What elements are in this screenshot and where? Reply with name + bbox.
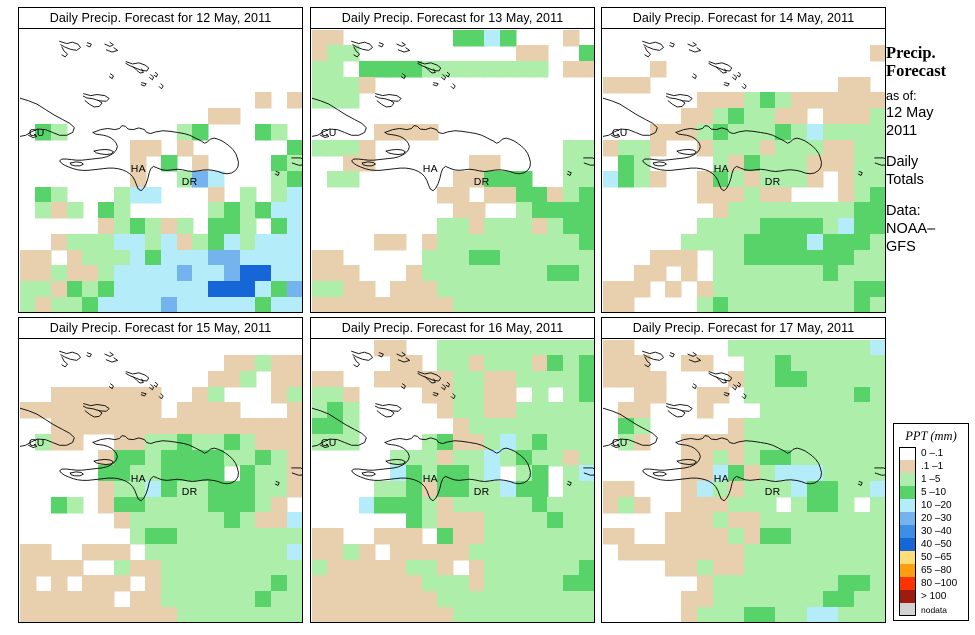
legend-row: 50 –65	[899, 551, 957, 564]
legend-swatch	[899, 603, 916, 616]
info-sidebar: Precip. Forecast as of: 12 May 2011 Dail…	[886, 44, 975, 256]
legend-swatch	[899, 499, 916, 512]
legend-row: 10 –20	[899, 499, 957, 512]
map-canvas-container: CU HA DR	[601, 28, 886, 313]
legend-row: 65 –80	[899, 564, 957, 577]
legend-swatch	[899, 564, 916, 577]
legend-label: 0 –.1	[921, 448, 944, 459]
totals-line2: Totals	[886, 172, 924, 188]
precip-heatmap-canvas	[312, 30, 594, 312]
info-title-line2: Forecast	[886, 60, 947, 80]
map-panel-title: Daily Precip. Forecast for 15 May, 2011	[18, 317, 303, 339]
legend-swatch	[899, 590, 916, 603]
as-of-date-line1: 12 May	[886, 105, 934, 121]
precip-heatmap-canvas	[20, 30, 302, 312]
legend-label: 1 –5	[921, 474, 941, 485]
map-canvas-container: CU HA DR	[310, 338, 595, 623]
precip-heatmap-canvas	[20, 340, 302, 622]
legend-swatch	[899, 538, 916, 551]
map-panel-title: Daily Precip. Forecast for 17 May, 2011	[601, 317, 886, 339]
legend-row: 20 –30	[899, 512, 957, 525]
legend-swatch	[899, 551, 916, 564]
info-spacer-2	[886, 189, 975, 202]
map-panel-title: Daily Precip. Forecast for 16 May, 2011	[310, 317, 595, 339]
info-spacer-1	[886, 140, 975, 153]
legend-row: 1 –5	[899, 473, 957, 486]
legend-row: 40 –50	[899, 538, 957, 551]
legend-swatch	[899, 512, 916, 525]
map-canvas-container: CU HA DR	[601, 338, 886, 623]
map-panel: Daily Precip. Forecast for 12 May, 2011 C…	[18, 7, 303, 314]
legend-swatch	[899, 525, 916, 538]
legend-label: > 100	[921, 591, 947, 602]
precip-heatmap-canvas	[603, 340, 885, 622]
legend-swatch	[899, 460, 916, 473]
legend-row: nodata	[899, 603, 957, 616]
map-panel: Daily Precip. Forecast for 15 May, 2011 C…	[18, 317, 303, 624]
legend-label: 65 –80	[921, 565, 952, 576]
legend-swatch	[899, 486, 916, 499]
legend-label: 5 –10	[921, 487, 947, 498]
map-canvas-container: CU HA DR	[18, 338, 303, 623]
info-title-line1: Precip.	[886, 43, 936, 62]
legend-label: 30 –40	[921, 526, 952, 537]
legend: PPT (mm) 0 –.1 .1 –1 1 –5 5 –10 10 –20 20 –30…	[893, 423, 969, 621]
legend-label: 10 –20	[921, 500, 952, 511]
map-panel: Daily Precip. Forecast for 14 May, 2011 C…	[601, 7, 886, 314]
legend-swatch	[899, 447, 916, 460]
map-panel-title: Daily Precip. Forecast for 12 May, 2011	[18, 7, 303, 29]
legend-row: 80 –100	[899, 577, 957, 590]
legend-label: 20 –30	[921, 513, 952, 524]
precip-heatmap-canvas	[312, 340, 594, 622]
legend-label: nodata	[921, 604, 947, 615]
as-of-label: as of:	[886, 89, 917, 103]
map-panel: Daily Precip. Forecast for 17 May, 2011 C…	[601, 317, 886, 624]
legend-row: .1 –1	[899, 460, 957, 473]
legend-swatch	[899, 473, 916, 486]
legend-items: 0 –.1 .1 –1 1 –5 5 –10 10 –20 20 –30 30 –40 40 …	[899, 447, 957, 616]
map-panel-title: Daily Precip. Forecast for 14 May, 2011	[601, 7, 886, 29]
legend-label: 40 –50	[921, 539, 952, 550]
map-canvas-container: CU HA DR	[18, 28, 303, 313]
precip-heatmap-canvas	[603, 30, 885, 312]
map-panel-title: Daily Precip. Forecast for 13 May, 2011	[310, 7, 595, 29]
as-of-date-line2: 2011	[886, 123, 918, 139]
data-source-line2: GFS	[886, 239, 916, 255]
legend-row: 0 –.1	[899, 447, 957, 460]
legend-row: 30 –40	[899, 525, 957, 538]
totals-line1: Daily	[886, 154, 919, 170]
info-title: Precip. Forecast	[886, 44, 975, 79]
legend-swatch	[899, 577, 916, 590]
legend-label: 80 –100	[921, 578, 958, 589]
legend-row: 5 –10	[899, 486, 957, 499]
map-panel: Daily Precip. Forecast for 16 May, 2011 C…	[310, 317, 595, 624]
map-canvas-container: CU HA DR	[310, 28, 595, 313]
legend-title: PPT (mm)	[905, 429, 957, 443]
legend-row: > 100	[899, 590, 957, 603]
map-panel: Daily Precip. Forecast for 13 May, 2011 C…	[310, 7, 595, 314]
legend-label: 50 –65	[921, 552, 952, 563]
data-source-line1: NOAA–	[886, 221, 936, 237]
data-label: Data:	[886, 203, 921, 219]
legend-label: .1 –1	[921, 461, 944, 472]
